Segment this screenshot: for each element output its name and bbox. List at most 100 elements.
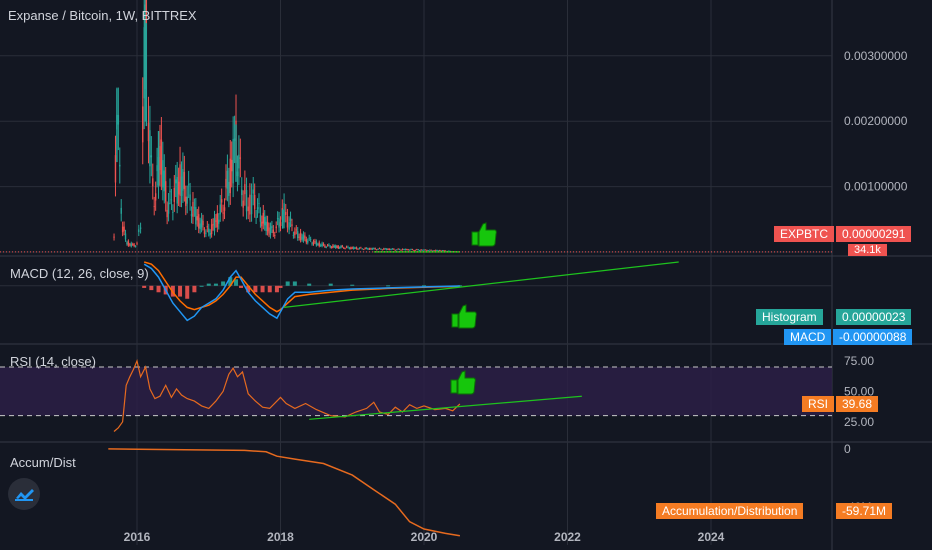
macd-pane[interactable] xyxy=(142,261,679,322)
candle-body xyxy=(360,247,362,249)
candle-body xyxy=(190,214,193,217)
candle-body xyxy=(285,211,287,215)
candle-body xyxy=(129,244,131,246)
candle-body xyxy=(344,248,346,250)
macd-histogram-bar xyxy=(350,284,355,286)
candle-body xyxy=(144,4,146,89)
accum-dist-pane[interactable] xyxy=(108,448,461,537)
candle-body xyxy=(226,170,229,189)
annotation-marks xyxy=(450,222,497,395)
candle-body xyxy=(180,176,183,196)
rsi-pane[interactable] xyxy=(0,358,832,432)
macd-histogram-bar xyxy=(278,285,283,288)
candle-body xyxy=(154,193,157,201)
macd-histogram-bar xyxy=(422,285,426,287)
x-tick-label: 2020 xyxy=(411,530,438,544)
candle-body xyxy=(319,244,322,246)
macd-name-tag: MACD xyxy=(784,329,832,345)
candle-body xyxy=(333,245,336,247)
candle-body xyxy=(326,245,329,247)
candle-body xyxy=(244,184,246,195)
candle-body xyxy=(275,226,277,229)
candle-body xyxy=(407,249,409,251)
macd-line xyxy=(143,263,460,322)
candle-body xyxy=(114,155,117,183)
price-tick-label: 0.00200000 xyxy=(844,114,908,128)
candle-body xyxy=(222,212,224,214)
candle-body xyxy=(117,114,120,125)
candle-body xyxy=(288,222,290,230)
candle-body xyxy=(363,249,365,251)
candle-body xyxy=(397,248,399,250)
candle-body xyxy=(152,178,154,187)
candle-body xyxy=(308,237,310,239)
macd-histogram-bar xyxy=(285,281,290,286)
candle-body xyxy=(139,227,142,229)
candle-body xyxy=(352,247,355,250)
candle-body xyxy=(338,247,341,249)
candle-body xyxy=(266,221,269,232)
candle-body xyxy=(196,216,198,221)
macd-histogram-bar xyxy=(234,279,239,286)
candle-body xyxy=(145,0,148,31)
candle-body xyxy=(113,236,115,238)
candle-body xyxy=(321,243,323,247)
candle-body xyxy=(434,250,437,251)
candle-body xyxy=(328,244,330,246)
candle-body xyxy=(361,248,363,250)
accum-dist-line xyxy=(108,448,461,537)
price-pane[interactable] xyxy=(0,0,832,253)
x-tick-label: 2018 xyxy=(267,530,294,544)
candle-body xyxy=(348,247,351,249)
candle-body xyxy=(367,248,369,250)
thumbs-up-cuff xyxy=(451,313,459,328)
candle-body xyxy=(134,246,137,248)
candle-body xyxy=(147,122,150,142)
candle-body xyxy=(317,244,319,246)
candle-body xyxy=(312,241,315,245)
candle-body xyxy=(220,199,223,203)
macd-histogram-bar xyxy=(292,281,297,286)
tradingview-logo-icon[interactable] xyxy=(8,478,40,510)
candle-body xyxy=(418,250,421,252)
candle-body xyxy=(368,248,371,250)
candle-body xyxy=(430,249,432,251)
price-value-tag: 0.00000291 xyxy=(836,226,912,242)
price-tick-label: 0.00300000 xyxy=(844,49,908,63)
rsi-tick-label: 25.00 xyxy=(844,415,874,429)
candle-body xyxy=(119,164,121,167)
candle-body xyxy=(130,243,132,247)
candle-body xyxy=(205,233,207,234)
candle-body xyxy=(218,219,220,224)
macd-histogram-bar xyxy=(239,285,244,288)
candle-body xyxy=(225,178,227,188)
macd-histogram-bar xyxy=(192,285,197,293)
macd-signal-line xyxy=(143,261,460,313)
candle-body xyxy=(408,249,411,251)
candle-body xyxy=(417,249,419,251)
candle-body xyxy=(279,222,282,227)
thumbs-up-hand xyxy=(457,370,476,395)
candle-body xyxy=(272,229,275,234)
candle-body xyxy=(427,250,430,252)
candle-body xyxy=(329,246,331,248)
candle-body xyxy=(170,199,173,201)
candle-body xyxy=(264,217,266,226)
candle-body xyxy=(393,248,395,250)
candle-body xyxy=(336,246,338,248)
candle-body xyxy=(444,250,447,252)
candle-body xyxy=(127,241,130,246)
candle-body xyxy=(341,246,344,247)
candle-body xyxy=(330,246,333,248)
candle-body xyxy=(233,138,236,141)
candle-body xyxy=(410,249,412,251)
macd-value-tag: -0.00000088 xyxy=(833,329,913,345)
rsi-name-tag: RSI xyxy=(802,396,835,412)
candle-body xyxy=(149,130,151,167)
symbol-tag: EXPBTC xyxy=(774,226,835,242)
candle-body xyxy=(286,216,289,228)
candle-body xyxy=(437,250,440,252)
candle-body xyxy=(160,139,163,175)
candle-body xyxy=(385,248,388,250)
